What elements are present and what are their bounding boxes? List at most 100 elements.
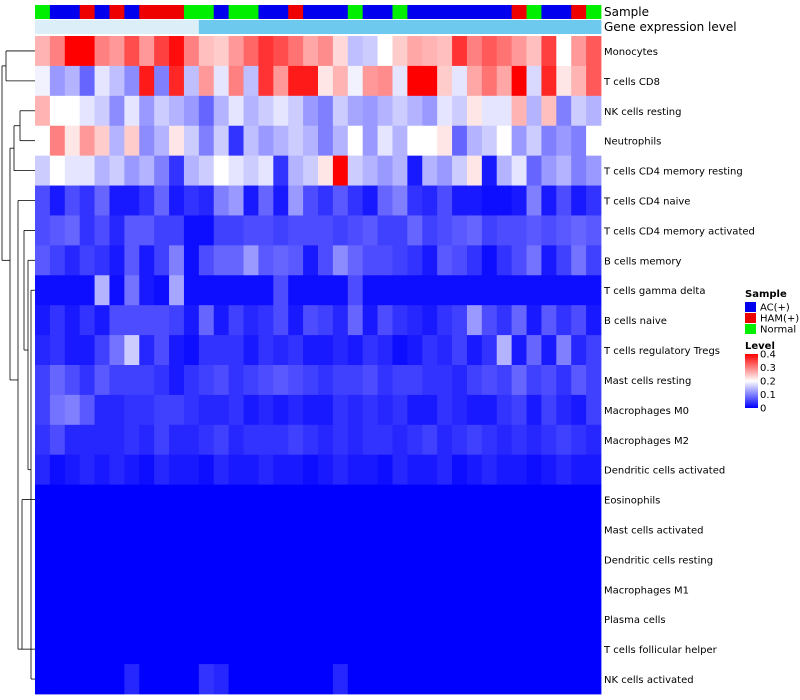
heatmap-cell xyxy=(35,95,51,127)
heatmap-cell xyxy=(258,664,274,695)
heatmap-cell xyxy=(496,155,513,186)
heatmap-cell xyxy=(347,275,364,306)
heatmap-cell xyxy=(526,604,542,635)
heatmap-cell xyxy=(586,335,602,366)
annotation-label-sample: Sample xyxy=(604,5,649,19)
heatmap-cell xyxy=(288,394,304,426)
sample-annotation-cell xyxy=(511,5,527,19)
heatmap-cell xyxy=(347,424,364,456)
heatmap-cell xyxy=(139,215,155,246)
heatmap-cell xyxy=(556,95,572,127)
heatmap-cell xyxy=(347,604,364,635)
heatmap-cell xyxy=(526,275,542,306)
heatmap-cell xyxy=(288,36,304,67)
heatmap-cell xyxy=(526,36,542,67)
heatmap-cell xyxy=(198,664,215,695)
expression-annotation-cell xyxy=(347,20,364,34)
heatmap-cell xyxy=(511,424,527,456)
heatmap-cell xyxy=(154,484,170,515)
heatmap-cell xyxy=(198,155,215,186)
heatmap-cell xyxy=(481,664,498,695)
heatmap-cell xyxy=(154,125,170,157)
heatmap-cell xyxy=(377,604,393,635)
heatmap-cell xyxy=(139,604,155,635)
heatmap-cell xyxy=(466,65,483,97)
heatmap-cell xyxy=(64,394,81,426)
heatmap-cell xyxy=(332,65,349,97)
heatmap-cell xyxy=(169,454,185,486)
heatmap-cell xyxy=(452,484,468,515)
heatmap-cell xyxy=(496,574,513,605)
heatmap-cell xyxy=(79,574,95,605)
legend-entry-label: AC(+) xyxy=(760,303,790,314)
heatmap-cell xyxy=(64,454,81,486)
heatmap-cell xyxy=(586,245,602,276)
heatmap-cell xyxy=(496,484,513,515)
heatmap-cell xyxy=(347,634,364,665)
heatmap-cell xyxy=(49,305,66,336)
heatmap-cell xyxy=(124,424,140,456)
heatmap-cell xyxy=(481,604,498,635)
heatmap-cell xyxy=(213,95,230,127)
row-label: B cells memory xyxy=(604,256,681,267)
sample-annotation-cell xyxy=(437,5,453,19)
heatmap-cell xyxy=(198,335,215,366)
heatmap-cell xyxy=(228,514,244,545)
heatmap-cell xyxy=(183,36,200,67)
heatmap-cell xyxy=(437,454,453,486)
expression-annotation-cell xyxy=(571,20,587,34)
heatmap-cell xyxy=(139,365,155,396)
heatmap-cell xyxy=(198,185,215,216)
heatmap-cell xyxy=(481,424,498,456)
legend-level-tick: 0.2 xyxy=(760,377,776,388)
heatmap-cell xyxy=(332,604,349,635)
heatmap-cell xyxy=(452,245,468,276)
heatmap-cell xyxy=(511,275,527,306)
heatmap-cell xyxy=(79,125,95,157)
heatmap-cell xyxy=(437,604,453,635)
heatmap-cell xyxy=(571,155,587,186)
heatmap-cell xyxy=(273,424,289,456)
legend-level-title: Level xyxy=(745,341,775,352)
heatmap-cell xyxy=(452,574,468,605)
heatmap-cell xyxy=(332,245,349,276)
heatmap-cell xyxy=(228,604,244,635)
heatmap-cell xyxy=(79,305,95,336)
heatmap-cell xyxy=(139,394,155,426)
heatmap-cell xyxy=(496,36,513,67)
heatmap-cell xyxy=(288,335,304,366)
heatmap-cell xyxy=(213,634,230,665)
heatmap-cell xyxy=(318,604,334,635)
heatmap-cell xyxy=(407,365,423,396)
heatmap-cell xyxy=(571,185,587,216)
heatmap-cell xyxy=(228,245,244,276)
sample-annotation-cell xyxy=(332,5,349,19)
sample-annotation-cell xyxy=(35,5,51,19)
heatmap-cell xyxy=(124,574,140,605)
heatmap-cell xyxy=(481,394,498,426)
heatmap-cell xyxy=(258,394,274,426)
sample-annotation-bar xyxy=(35,5,602,19)
heatmap-cell xyxy=(422,514,438,545)
heatmap-cell xyxy=(556,394,572,426)
heatmap-cell xyxy=(183,394,200,426)
heatmap-cell xyxy=(169,424,185,456)
heatmap-cell xyxy=(556,335,572,366)
heatmap-cell xyxy=(64,95,81,127)
heatmap-cell xyxy=(228,424,244,456)
heatmap-cell xyxy=(481,365,498,396)
heatmap-cell xyxy=(377,305,393,336)
heatmap-cell xyxy=(466,335,483,366)
heatmap-cell xyxy=(541,574,557,605)
heatmap-cell xyxy=(496,275,513,306)
heatmap-cell xyxy=(139,275,155,306)
heatmap-cell xyxy=(511,574,527,605)
heatmap-cell xyxy=(422,424,438,456)
expression-annotation-cell xyxy=(109,20,125,34)
heatmap-cell xyxy=(318,65,334,97)
heatmap-cell xyxy=(481,305,498,336)
heatmap-cell xyxy=(586,664,602,695)
heatmap-cell xyxy=(258,544,274,575)
heatmap-cell xyxy=(169,275,185,306)
heatmap-cell xyxy=(466,365,483,396)
